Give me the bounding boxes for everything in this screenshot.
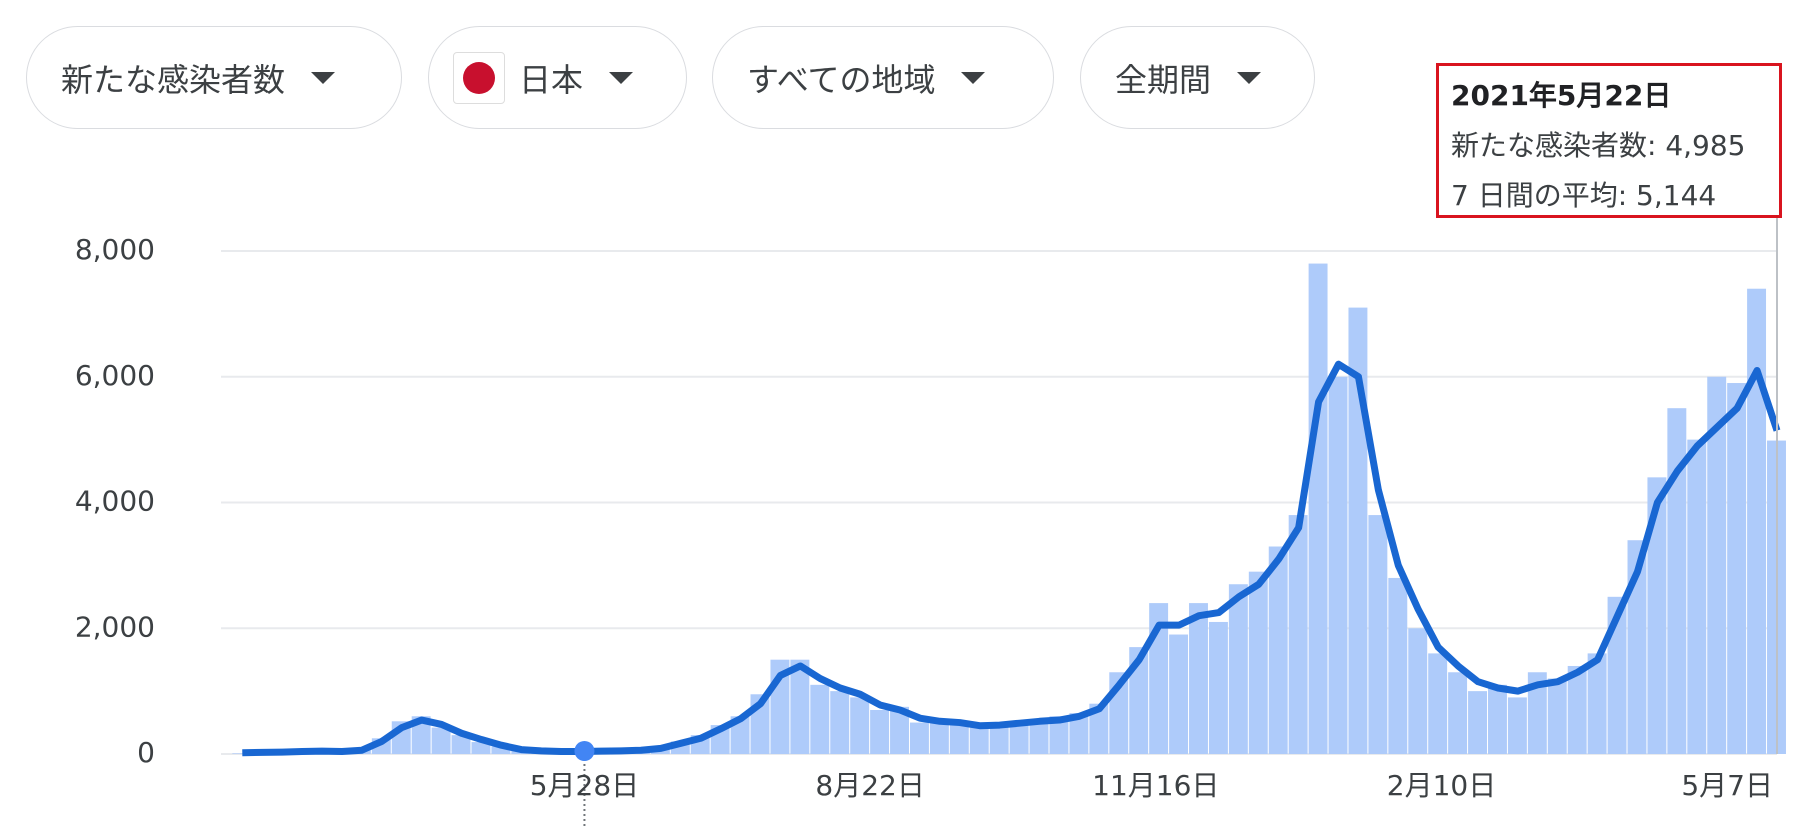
x-tick-label: 11月16日	[1092, 769, 1219, 802]
x-tick-label: 5月28日	[530, 769, 639, 802]
bar	[1428, 653, 1448, 754]
bar	[1607, 596, 1627, 754]
y-tick-label: 4,000	[75, 485, 155, 518]
x-tick-label: 5月7日	[1681, 769, 1773, 802]
bar	[830, 691, 850, 754]
bar	[929, 719, 949, 754]
bar	[870, 709, 890, 754]
tooltip-title: 2021年5月22日	[1451, 79, 1672, 112]
x-tick-label: 8月22日	[815, 769, 924, 802]
bar	[1468, 691, 1487, 754]
bar	[890, 706, 909, 754]
dropdown-label: 日本	[519, 60, 584, 99]
period-dropdown[interactable]: 全期間	[1080, 26, 1315, 129]
metric-dropdown[interactable]: 新たな感染者数	[26, 26, 402, 129]
bar	[1029, 723, 1049, 754]
bar	[1308, 263, 1328, 754]
bar	[1129, 647, 1149, 754]
bar	[969, 727, 989, 754]
bar	[949, 723, 969, 754]
bar	[1268, 546, 1288, 754]
bar	[909, 722, 929, 754]
bar	[1388, 577, 1408, 754]
bar	[810, 684, 830, 754]
bar	[1687, 439, 1707, 754]
bar	[1069, 713, 1089, 754]
bar	[1049, 716, 1069, 754]
bar	[1627, 540, 1647, 754]
bar	[1647, 477, 1667, 754]
dropdown-arrow	[311, 71, 336, 84]
region-dropdown[interactable]: すべての地域	[712, 26, 1054, 129]
average-line	[242, 360, 1781, 757]
tooltip: 2021年5月22日 新たな感染者数: 4,985 7 日間の平均: 5,144	[1436, 63, 1782, 218]
bar	[232, 753, 252, 754]
tooltip-line: 7 日間の平均: 5,144	[1451, 179, 1717, 212]
y-tick-label: 8,000	[75, 233, 155, 266]
bar	[1448, 672, 1468, 754]
bar	[1667, 408, 1687, 754]
bar	[431, 727, 451, 754]
y-tick-label: 0	[137, 736, 155, 769]
bar	[1727, 383, 1747, 754]
bar	[989, 722, 1009, 754]
dropdown-label: すべての地域	[747, 60, 936, 99]
dropdown-arrow	[609, 71, 634, 84]
x-tick-label: 2月10日	[1387, 769, 1496, 802]
bar	[451, 735, 471, 754]
bar	[1408, 628, 1428, 754]
bar	[1288, 515, 1308, 754]
dropdown-label: 新たな感染者数	[61, 60, 286, 99]
dropdown-arrow	[961, 71, 986, 84]
bar	[850, 697, 870, 754]
bar	[790, 659, 810, 754]
bar	[1328, 376, 1348, 754]
y-tick-label: 6,000	[75, 359, 155, 392]
bar	[1248, 571, 1268, 754]
bar	[1189, 603, 1208, 754]
bar	[1587, 653, 1607, 754]
bar	[1368, 515, 1388, 754]
dropdown-label: 全期間	[1115, 60, 1212, 99]
bar	[1487, 684, 1507, 754]
bar	[1567, 665, 1587, 754]
country-dropdown[interactable]: 日本	[428, 26, 687, 129]
bar	[491, 746, 511, 754]
flag-icon	[453, 51, 505, 104]
bar	[1228, 584, 1248, 754]
bar	[1707, 376, 1727, 754]
bar	[1527, 672, 1547, 754]
dropdown-arrow	[1237, 71, 1262, 84]
bar	[1169, 634, 1189, 754]
bar	[1089, 703, 1109, 754]
bar	[1507, 697, 1527, 754]
tooltip-line: 新たな感染者数: 4,985	[1451, 129, 1746, 162]
bar	[730, 716, 750, 754]
bar	[1547, 678, 1567, 754]
bar	[471, 742, 491, 754]
bar	[1747, 288, 1767, 754]
hover-dot	[574, 741, 595, 761]
bar	[1009, 721, 1029, 754]
bar	[1208, 621, 1228, 754]
y-tick-label: 2,000	[75, 610, 155, 643]
